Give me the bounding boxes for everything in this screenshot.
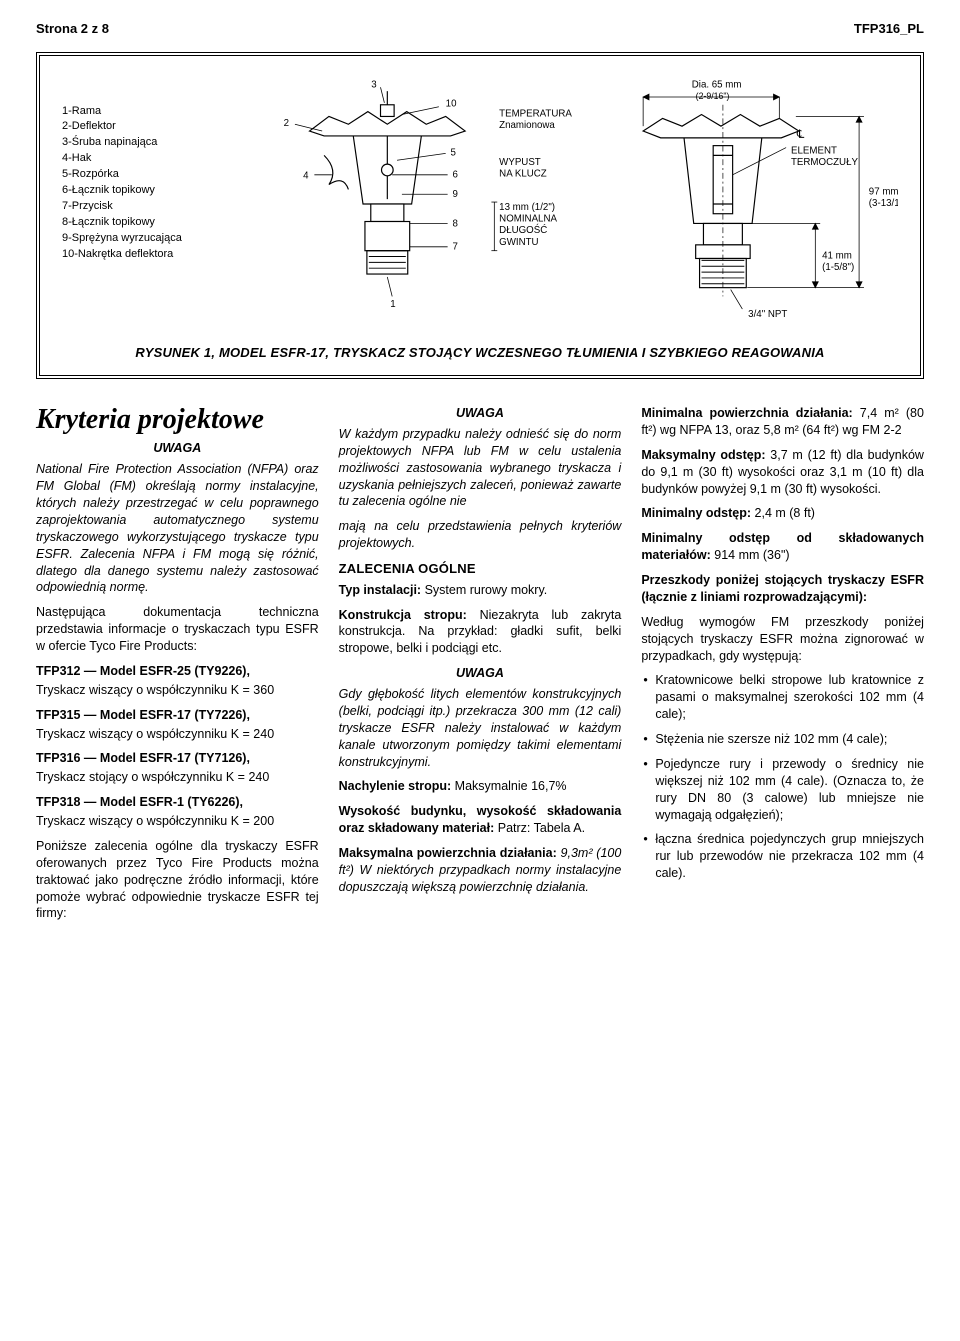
para: Maksymalna powierzchnia działania: 9,3m²…	[339, 845, 622, 896]
tfp-code: TFP315 — Model ESFR-17 (TY7226),	[36, 708, 250, 722]
legend-item: 2-Deflektor	[62, 119, 242, 135]
para: Przeszkody poniżej stojących tryskaczy E…	[641, 572, 924, 606]
svg-text:(1-5/8"): (1-5/8")	[822, 262, 854, 273]
svg-text:6: 6	[452, 169, 457, 180]
svg-text:GWINTU: GWINTU	[499, 236, 538, 247]
field-label: Maksymalny odstęp:	[641, 448, 765, 462]
para: Minimalny odstęp: 2,4 m (8 ft)	[641, 505, 924, 522]
svg-text:NA KLUCZ: NA KLUCZ	[499, 168, 547, 179]
field-label: Konstrukcja stropu:	[339, 608, 467, 622]
svg-text:10: 10	[446, 98, 457, 109]
svg-text:DŁUGOŚĆ: DŁUGOŚĆ	[499, 224, 547, 236]
svg-text:Dia. 65 mm: Dia. 65 mm	[692, 79, 742, 90]
tfp-desc: Tryskacz stojący o współczynniku K = 240	[36, 769, 319, 786]
para: Wysokość budynku, wysokość składowania o…	[339, 803, 622, 837]
svg-text:(2-9/16"): (2-9/16")	[696, 90, 730, 100]
field-value: Maksymalnie 16,7%	[451, 779, 566, 793]
uwaga-label: UWAGA	[36, 440, 319, 457]
svg-text:WYPUST: WYPUST	[499, 157, 541, 168]
legend-item: 7-Przycisk	[62, 199, 242, 215]
svg-text:97 mm: 97 mm	[869, 186, 898, 197]
svg-text:NOMINALNA: NOMINALNA	[499, 213, 557, 224]
para: National Fire Protection Association (NF…	[36, 461, 319, 596]
para: Maksymalny odstęp: 3,7 m (12 ft) dla bud…	[641, 447, 924, 498]
legend-item: 5-Rozpórka	[62, 167, 242, 183]
legend-item: 6-Łącznik topikowy	[62, 183, 242, 199]
svg-text:ELEMENT: ELEMENT	[791, 145, 837, 156]
header-left: Strona 2 z 8	[36, 20, 109, 38]
legend-item: 10-Nakrętka deflektora	[62, 247, 242, 263]
bullet-list: Kratownicowe belki stropowe lub kratowni…	[641, 672, 924, 882]
tfp-code: TFP312 — Model ESFR-25 (TY9226),	[36, 664, 250, 678]
para: Gdy głębokość litych elementów konstrukc…	[339, 686, 622, 770]
para: Następująca dokumentacja techniczna prze…	[36, 604, 319, 655]
svg-text:Znamionowa: Znamionowa	[499, 120, 555, 131]
svg-text:3/4" NPT: 3/4" NPT	[748, 308, 787, 319]
tfp-item: TFP318 — Model ESFR-1 (TY6226), Tryskacz…	[36, 794, 319, 830]
svg-text:7: 7	[452, 241, 457, 252]
tfp-item: TFP315 — Model ESFR-17 (TY7226), Tryskac…	[36, 707, 319, 743]
tfp-code: TFP316 — Model ESFR-17 (TY7126),	[36, 751, 250, 765]
svg-text:TEMPERATURA: TEMPERATURA	[499, 108, 572, 119]
uwaga-label: UWAGA	[339, 405, 622, 422]
para: Według wymogów FM przeszkody poniżej sto…	[641, 614, 924, 665]
svg-text:9: 9	[452, 189, 457, 200]
legend-item: 3-Śruba napinająca	[62, 135, 242, 151]
section-title: Kryteria projektowe	[36, 405, 319, 434]
para: Minimalna powierzchnia działania: 7,4 m²…	[641, 405, 924, 439]
svg-text:1: 1	[390, 299, 395, 310]
figure-legend: 1-Rama 2-Deflektor 3-Śruba napinająca 4-…	[62, 74, 242, 263]
svg-text:5: 5	[451, 147, 456, 158]
field-value: 914 mm (36")	[711, 548, 790, 562]
tfp-code: TFP318 — Model ESFR-1 (TY6226),	[36, 795, 243, 809]
field-value: System rurowy mokry.	[421, 583, 547, 597]
svg-text:8: 8	[452, 218, 457, 229]
para: Typ instalacji: System rurowy mokry.	[339, 582, 622, 599]
figure-box: 1-Rama 2-Deflektor 3-Śruba napinająca 4-…	[36, 52, 924, 380]
svg-text:TERMOCZUŁY: TERMOCZUŁY	[791, 157, 858, 168]
list-item: łączna średnica pojedynczych grup mniejs…	[641, 831, 924, 882]
para: Poniższe zalecenia ogólne dla tryskaczy …	[36, 838, 319, 922]
uwaga-label: UWAGA	[339, 665, 622, 682]
subheading: ZALECENIA OGÓLNE	[339, 560, 622, 578]
field-label: Przeszkody poniżej stojących tryskaczy E…	[641, 573, 924, 604]
field-label: Nachylenie stropu:	[339, 779, 452, 793]
legend-item: 9-Sprężyna wyrzucająca	[62, 231, 242, 247]
tfp-desc: Tryskacz wiszący o współczynniku K = 360	[36, 682, 319, 699]
svg-text:4: 4	[303, 170, 309, 181]
figure-caption: RYSUNEK 1, MODEL ESFR-17, TRYSKACZ STOJĄ…	[62, 344, 898, 362]
page-header: Strona 2 z 8 TFP316_PL	[36, 20, 924, 38]
tfp-item: TFP316 — Model ESFR-17 (TY7126), Tryskac…	[36, 750, 319, 786]
para: Minimalny odstęp od składowanych materia…	[641, 530, 924, 564]
tfp-desc: Tryskacz wiszący o współczynniku K = 200	[36, 813, 319, 830]
sprinkler-svg: 2 3 4 10 5 6 9 8 7 1 TEMPERATURA Znamion…	[256, 74, 898, 334]
tfp-desc: Tryskacz wiszący o współczynniku K = 240	[36, 726, 319, 743]
svg-text:℄: ℄	[796, 127, 805, 140]
svg-text:13 mm (1/2"): 13 mm (1/2")	[499, 201, 555, 212]
para: Konstrukcja stropu: Niezakryta lub zakry…	[339, 607, 622, 658]
field-value: Patrz: Tabela A.	[494, 821, 585, 835]
para: W każdym przypadku należy odnieść się do…	[339, 426, 622, 510]
header-right: TFP316_PL	[854, 20, 924, 38]
field-label: Minimalny odstęp:	[641, 506, 751, 520]
body-columns: Kryteria projektowe UWAGA National Fire …	[36, 405, 924, 922]
svg-text:41 mm: 41 mm	[822, 250, 852, 261]
svg-text:3: 3	[371, 79, 376, 90]
list-item: Stężenia nie szersze niż 102 mm (4 cale)…	[641, 731, 924, 748]
svg-text:2: 2	[284, 118, 289, 129]
svg-text:(3-13/16"): (3-13/16")	[869, 197, 898, 208]
list-item: Kratownicowe belki stropowe lub kratowni…	[641, 672, 924, 723]
legend-item: 1-Rama	[62, 104, 242, 120]
figure-diagrams: 2 3 4 10 5 6 9 8 7 1 TEMPERATURA Znamion…	[256, 74, 898, 334]
field-label: Typ instalacji:	[339, 583, 421, 597]
tfp-item: TFP312 — Model ESFR-25 (TY9226), Tryskac…	[36, 663, 319, 699]
field-label: Minimalna powierzchnia działania:	[641, 406, 852, 420]
legend-item: 8-Łącznik topikowy	[62, 215, 242, 231]
legend-item: 4-Hak	[62, 151, 242, 167]
list-item: Pojedyncze rury i przewody o średnicy ni…	[641, 756, 924, 824]
field-value: 2,4 m (8 ft)	[751, 506, 815, 520]
para: Nachylenie stropu: Maksymalnie 16,7%	[339, 778, 622, 795]
field-label: Maksymalna powierzchnia działania:	[339, 846, 557, 860]
para: mają na celu przedstawienia pełnych kryt…	[339, 518, 622, 552]
